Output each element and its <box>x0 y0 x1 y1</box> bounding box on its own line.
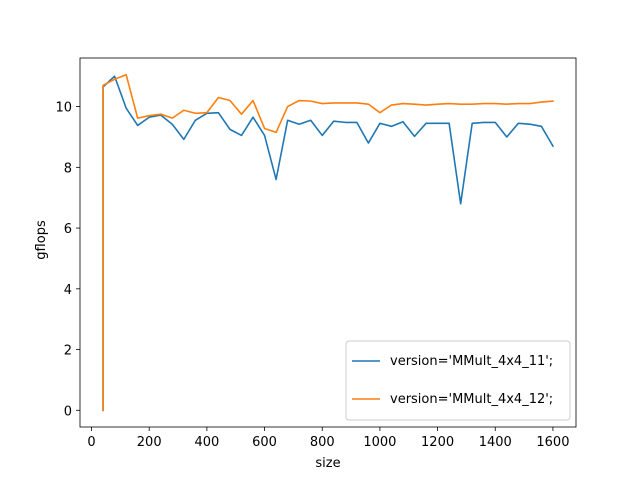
x-tick-label: 1000 <box>363 435 396 450</box>
x-tick-label: 1600 <box>536 435 569 450</box>
y-tick-label: 8 <box>64 161 72 176</box>
x-tick-label: 1200 <box>421 435 454 450</box>
legend-label-2: version='MMult_4x4_12'; <box>390 392 553 407</box>
x-axis-label: size <box>315 456 340 471</box>
y-axis-label: gflops <box>34 220 49 260</box>
legend-label-1: version='MMult_4x4_11'; <box>390 354 553 369</box>
y-tick-label: 10 <box>55 101 72 116</box>
x-tick-label: 0 <box>87 435 95 450</box>
plot-frame <box>79 57 577 428</box>
x-tick-label: 800 <box>310 435 335 450</box>
y-tick-label: 4 <box>64 283 72 298</box>
x-tick-label: 600 <box>252 435 277 450</box>
x-tick-label: 400 <box>194 435 219 450</box>
series-line-1 <box>102 75 555 412</box>
axes: 0 200 400 600 800 1000 1200 1400 1600 0 2 4 6 8 10 <box>55 57 577 450</box>
y-tick-label: 2 <box>64 344 72 359</box>
plot-area <box>102 73 555 412</box>
y-tick-label: 6 <box>64 222 72 237</box>
x-tick-label: 200 <box>137 435 162 450</box>
x-tick-label: 1400 <box>479 435 512 450</box>
y-tick-label: 0 <box>64 404 72 419</box>
legend: version='MMult_4x4_11'; version='MMult_4x… <box>345 340 571 421</box>
legend-box <box>345 340 571 421</box>
series-line-2 <box>102 73 554 412</box>
